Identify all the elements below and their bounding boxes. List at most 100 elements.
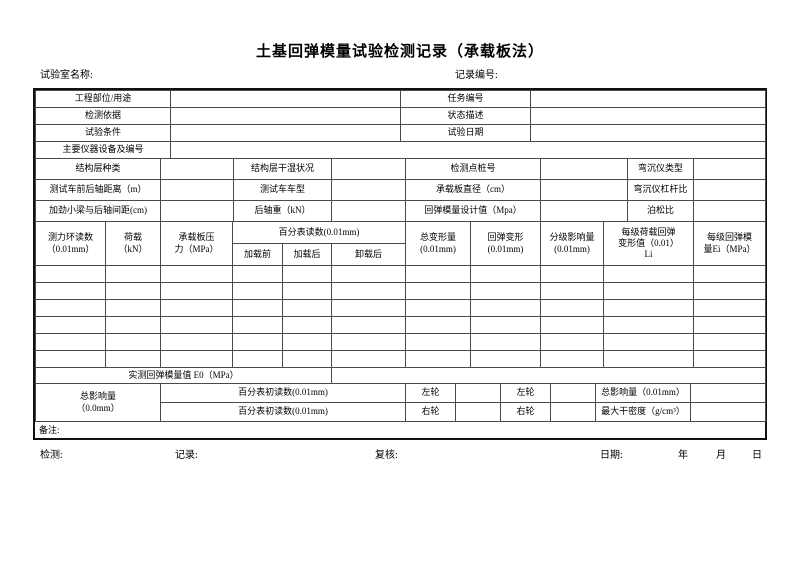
param-table: 结构层种类 结构层干湿状况 检测点桩号 弯沉仪类型 测试车前后轴距离（m） 测试… — [35, 158, 766, 222]
value-cell — [690, 383, 766, 403]
data-cell — [232, 350, 283, 368]
header-plate-pressure: 承载板压 力（MPa） — [160, 221, 233, 266]
label-dial-initial: 百分表初读数(0.01mm) — [160, 383, 406, 403]
value-axle-distance — [160, 179, 234, 201]
data-cell — [470, 333, 542, 351]
label-design-modulus: 回弹模量设计值（Mpa） — [405, 200, 541, 222]
value-test-condition — [170, 124, 401, 142]
data-cell — [232, 265, 283, 283]
recorder-label: 记录: — [175, 450, 198, 461]
label-measured-e0: 实测回弹模量值 E0（MPa） — [35, 367, 332, 384]
label-total-influence: 总影响量（0.01mm） — [595, 383, 691, 403]
data-cell — [470, 299, 542, 317]
table-row — [35, 350, 767, 368]
value-cell — [690, 402, 766, 422]
info-table: 工程部位/用途 任务编号 检测依据 状态描述 试验条件 试验日期 主要仪器设备及… — [35, 90, 766, 159]
label-vehicle-model: 测试车车型 — [233, 179, 332, 201]
data-cell — [330, 350, 407, 368]
table-row: 加劲小梁与后轴间距(cm) 后轴重（kN） 回弹模量设计值（Mpa） 泊松比 — [35, 200, 766, 222]
data-cell — [470, 316, 542, 334]
table-row — [35, 316, 767, 334]
data-cell — [603, 282, 695, 300]
data-cell — [35, 316, 106, 334]
data-cell — [540, 333, 605, 351]
table-row: 实测回弹模量值 E0（MPa） — [35, 367, 767, 384]
date-label: 日期: — [600, 450, 623, 461]
label-beam-axle-spacing: 加劲小梁与后轴间距(cm) — [35, 200, 161, 222]
value-deflectometer-type — [693, 158, 766, 180]
value-project-part — [170, 90, 401, 108]
data-cell — [105, 282, 161, 300]
remark-row: 备注: — [35, 421, 765, 438]
table-row: 测试车前后轴距离（m） 测试车车型 承载板直径（cm） 弯沉仪杠杆比 — [35, 179, 766, 201]
data-cell — [693, 299, 767, 317]
data-cell — [35, 350, 106, 368]
table-row: 试验条件 试验日期 — [35, 124, 766, 142]
data-cell — [405, 265, 472, 283]
label-test-condition: 试验条件 — [35, 124, 171, 142]
label-rear-axle-weight: 后轴重（kN） — [233, 200, 332, 222]
day-label: 日 — [752, 450, 762, 461]
table-row — [35, 333, 767, 351]
data-cell — [405, 333, 472, 351]
data-cell — [105, 316, 161, 334]
reviewer-label: 复核: — [375, 450, 398, 461]
label-dial-initial: 百分表初读数(0.01mm) — [160, 402, 406, 422]
header-total-deformation: 总变形量 (0.01mm) — [405, 221, 472, 266]
value-lever-ratio — [693, 179, 766, 201]
data-cell — [105, 333, 161, 351]
header-after-load: 加载后 — [282, 243, 332, 266]
label-structure-type: 结构层种类 — [35, 158, 161, 180]
data-cell — [470, 282, 542, 300]
value-rear-axle-weight — [331, 200, 406, 222]
label-test-date: 试验日期 — [400, 124, 531, 142]
value-dry-wet-state — [331, 158, 406, 180]
value-cell — [455, 402, 501, 422]
table-row — [35, 282, 767, 300]
measurement-table: 测力环读数 （0.01mm） 荷载 （kN） 承载板压 力（MPa） 百分表读数… — [35, 221, 767, 384]
data-cell — [603, 299, 695, 317]
label-right-wheel: 右轮 — [405, 402, 456, 422]
value-test-date — [530, 124, 766, 142]
value-plate-diameter — [540, 179, 628, 201]
label-max-dry-density: 最大干密度（g/cm³） — [595, 402, 691, 422]
header-force-ring: 测力环读数 （0.01mm） — [35, 221, 106, 266]
data-cell — [282, 316, 332, 334]
data-cell — [160, 265, 233, 283]
table-row — [35, 299, 767, 317]
data-cell — [540, 265, 605, 283]
data-cell — [160, 350, 233, 368]
data-cell — [693, 316, 767, 334]
value-equipment — [170, 141, 766, 159]
data-cell — [330, 265, 407, 283]
label-status-desc: 状态描述 — [400, 107, 531, 125]
label-left-wheel: 左轮 — [405, 383, 456, 403]
data-cell — [405, 299, 472, 317]
data-cell — [603, 333, 695, 351]
data-cell — [603, 265, 695, 283]
header-ei: 每级回弹模 量Ei（MPa） — [693, 221, 767, 266]
table-row — [35, 265, 767, 283]
data-cell — [693, 265, 767, 283]
label-right-wheel: 右轮 — [500, 402, 551, 422]
table-row: 总影响量 （0.0mm） 百分表初读数(0.01mm) 左轮 左轮 总影响量（0… — [35, 383, 766, 422]
data-cell — [232, 282, 283, 300]
data-cell — [232, 333, 283, 351]
data-cell — [330, 299, 407, 317]
value-beam-axle-spacing — [160, 200, 234, 222]
data-cell — [105, 350, 161, 368]
table-row: 主要仪器设备及编号 — [35, 141, 766, 159]
header-subrow: 加载前 加载后 卸载后 — [36, 243, 766, 266]
label-task-no: 任务编号 — [400, 90, 531, 108]
data-cell — [330, 316, 407, 334]
table-row: 工程部位/用途 任务编号 — [35, 90, 766, 108]
data-cell — [470, 350, 542, 368]
label-deflectometer-type: 弯沉仪类型 — [627, 158, 694, 180]
data-cell — [160, 316, 233, 334]
label-poisson-ratio: 泊松比 — [627, 200, 694, 222]
inspector-label: 检测: — [40, 450, 63, 461]
label-total-influence-0mm: 总影响量 （0.0mm） — [35, 383, 161, 422]
data-cell — [282, 299, 332, 317]
header-before-load: 加载前 — [232, 243, 283, 266]
data-cell — [232, 299, 283, 317]
